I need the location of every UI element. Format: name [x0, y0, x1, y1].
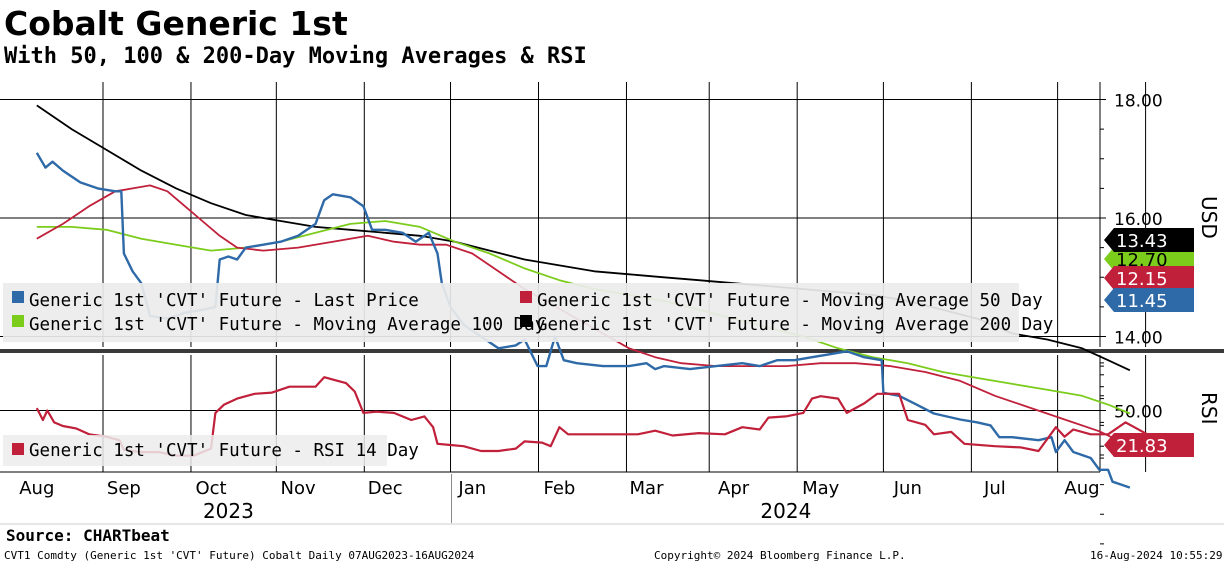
- x-tick-label-aug-0: Aug: [19, 478, 54, 499]
- price-tick-label: 14.00: [1114, 329, 1163, 349]
- rsi-axis-title: RSI: [1197, 392, 1221, 425]
- last-value-tag-ma50-text: 12.15: [1116, 269, 1168, 290]
- last-value-tag-ma100-shape: [1104, 247, 1194, 271]
- legend-label-ma50: Generic 1st 'CVT' Future - Moving Averag…: [537, 291, 1043, 311]
- legend-swatch-ma200: [520, 315, 532, 327]
- x-year-label-2024: 2024: [760, 499, 811, 523]
- timestamp: 16-Aug-2024 10:55:29: [1090, 549, 1223, 562]
- last-value-tag-ma100: 12.70: [1104, 247, 1194, 271]
- series-line-ma50: [36, 184, 1131, 447]
- price-legend: Generic 1st 'CVT' Future - Last Price Gen…: [3, 283, 1053, 342]
- legend-swatch-last_price: [12, 291, 24, 303]
- x-tick-label-jan-5: Jan: [457, 478, 486, 499]
- last-value-tag-ma100-text: 12.70: [1116, 250, 1168, 271]
- price-tick-label: 18.00: [1114, 92, 1163, 112]
- legend-swatch-ma50: [520, 291, 532, 303]
- x-tick-label-jul-11: Jul: [983, 478, 1006, 499]
- x-tick-label-oct-2: Oct: [195, 478, 226, 499]
- rsi-legend-bg: [3, 435, 387, 466]
- rsi-tick-label: 50.00: [1114, 403, 1163, 423]
- last-value-tag-rsi: 21.83: [1104, 433, 1194, 457]
- x-tick-label-sep-1: Sep: [107, 478, 141, 499]
- chart-subtitle: With 50, 100 & 200-Day Moving Averages &…: [4, 44, 587, 69]
- x-tick-label-dec-4: Dec: [368, 478, 403, 499]
- source-label: Source: CHARTbeat: [6, 526, 170, 545]
- x-tick-label-apr-8: Apr: [718, 478, 750, 499]
- last-value-tag-last_price-text: 11.45: [1116, 291, 1168, 312]
- last-value-tag-rsi-shape: [1104, 433, 1194, 457]
- legend-swatch-rsi: [12, 443, 24, 455]
- last-value-tag-ma200-shape: [1104, 228, 1194, 252]
- ticker-info: CVT1 Comdty (Generic 1st 'CVT' Future) C…: [4, 549, 475, 562]
- last-value-tag-ma200-text: 13.43: [1116, 231, 1168, 252]
- last-value-tag-rsi-text: 21.83: [1116, 436, 1168, 457]
- copyright: Copyright© 2024 Bloomberg Finance L.P.: [654, 549, 906, 562]
- last-value-tag-last_price: 11.45: [1104, 288, 1194, 312]
- x-tick-label-feb-6: Feb: [543, 478, 575, 499]
- legend-label-ma100: Generic 1st 'CVT' Future - Moving Averag…: [29, 315, 545, 335]
- x-year-label-2023: 2023: [203, 499, 254, 523]
- x-tick-label-aug-12: Aug: [1064, 478, 1099, 499]
- legend-label-last_price: Generic 1st 'CVT' Future - Last Price: [29, 291, 419, 311]
- price-legend-bg: [3, 283, 1019, 342]
- rsi-legend: Generic 1st 'CVT' Future - RSI 14 Day: [3, 435, 419, 466]
- legend-swatch-ma100: [12, 315, 24, 327]
- legend-label-rsi: Generic 1st 'CVT' Future - RSI 14 Day: [29, 441, 419, 461]
- x-tick-label-jun-10: Jun: [893, 478, 922, 499]
- price-tick-label: 16.00: [1114, 210, 1163, 230]
- panel-divider: [0, 349, 1224, 353]
- legend-label-ma200: Generic 1st 'CVT' Future - Moving Averag…: [537, 315, 1053, 335]
- chart-title: Cobalt Generic 1st: [4, 4, 348, 43]
- last-value-tag-ma50-shape: [1104, 266, 1194, 290]
- last-value-tag-last_price-shape: [1104, 288, 1194, 312]
- last-value-tag-ma50: 12.15: [1104, 266, 1194, 290]
- last-value-tag-ma200: 13.43: [1104, 228, 1194, 252]
- x-tick-label-may-9: May: [802, 478, 840, 499]
- price-axis-title: USD: [1197, 196, 1221, 239]
- x-tick-label-nov-3: Nov: [281, 478, 316, 499]
- x-tick-label-mar-7: Mar: [630, 478, 665, 499]
